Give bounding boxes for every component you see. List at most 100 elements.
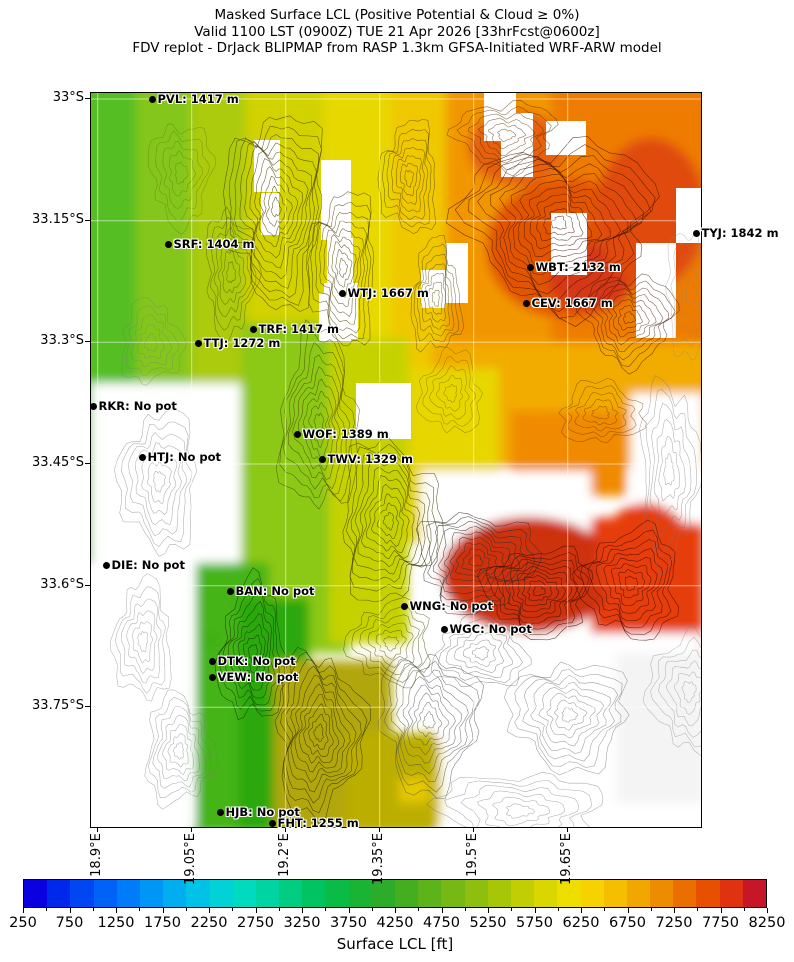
station-marker-TTJ — [194, 339, 202, 347]
station-label-WOF: WOF: 1389 m — [302, 426, 389, 441]
colorbar-tick-label: 8250 — [748, 915, 786, 931]
colorbar-tick-label: 2250 — [190, 915, 228, 931]
station-marker-WTJ — [338, 289, 346, 297]
colorbar-cell — [696, 880, 720, 907]
station-marker-TRF — [249, 325, 257, 333]
colorbar-cell — [395, 880, 419, 907]
colorbar-minor-tick — [650, 908, 652, 911]
colorbar-tick-label: 2750 — [237, 915, 274, 931]
colorbar-cell — [139, 880, 164, 907]
station-marker-RKR — [89, 402, 97, 410]
x-tick-label: 19.35°E — [370, 833, 386, 885]
colorbar-cell — [232, 880, 256, 907]
colorbar-cell — [418, 880, 442, 907]
colorbar-cell — [163, 880, 187, 907]
station-marker-WGC — [440, 625, 448, 633]
colorbar-tick-mark — [488, 908, 489, 913]
colorbar-tick-label: 6250 — [562, 915, 600, 931]
station-marker-HTJ — [138, 453, 146, 461]
y-tick-label: 33.45°S — [32, 455, 84, 470]
title-line-3: FDV replot - DrJack BLIPMAP from RASP 1.… — [132, 40, 662, 56]
colorbar-tick-label: 7750 — [702, 915, 739, 931]
station-label-RKR: RKR: No pot — [98, 398, 177, 413]
colorbar-cell — [650, 880, 674, 907]
figure-title: Masked Surface LCL (Positive Potential &… — [0, 7, 794, 57]
station-label-WBT: WBT: 2132 m — [535, 259, 621, 274]
station-label-WNG: WNG: No pot — [409, 598, 494, 613]
colorbar-cell — [24, 880, 48, 907]
title-line-2: Valid 1100 LST (0900Z) TUE 21 Apr 2026 [… — [194, 23, 600, 40]
station-label-SRF: SRF: 1404 m — [173, 236, 255, 251]
colorbar-cell — [371, 880, 395, 907]
station-label-WTJ: WTJ: 1667 m — [347, 285, 429, 300]
graticule — [91, 93, 701, 827]
y-tick-label: 33.3°S — [40, 333, 84, 349]
station-marker-SRF — [164, 240, 172, 248]
x-tick-mark — [472, 827, 474, 832]
station-label-TTJ: TTJ: 1272 m — [203, 335, 281, 350]
colorbar-cell — [464, 880, 488, 907]
colorbar-tick-label: 1750 — [144, 915, 181, 931]
y-tick-label: 33.15°S — [32, 211, 84, 227]
station-label-WGC: WGC: No pot — [449, 621, 532, 636]
station-label-TRF: TRF: 1417 m — [258, 321, 340, 336]
colorbar-tick-label: 250 — [9, 915, 37, 931]
colorbar-minor-tick — [278, 908, 280, 911]
colorbar-minor-tick — [464, 908, 466, 911]
x-tick-label: 19.5°E — [464, 833, 480, 877]
station-marker-WOF — [293, 430, 301, 438]
colorbar-cell — [348, 880, 372, 907]
colorbar-tick-mark — [23, 908, 24, 913]
x-tick-label: 19.2°E — [276, 833, 292, 877]
x-tick-label: 19.65°E — [558, 833, 574, 885]
colorbar-cell — [534, 880, 558, 907]
colorbar-minor-tick — [418, 908, 420, 911]
colorbar-tick-mark — [69, 908, 71, 913]
colorbar-cell — [487, 880, 511, 907]
colorbar-tick-label: 7250 — [655, 915, 693, 931]
colorbar — [23, 879, 767, 908]
station-label-DTK: DTK: No pot — [217, 653, 296, 668]
station-marker-BAN — [226, 587, 234, 595]
colorbar-cell — [279, 880, 303, 907]
colorbar-tick-mark — [395, 908, 396, 913]
colorbar-tick-label: 5250 — [469, 915, 507, 931]
station-label-TWV: TWV: 1329 m — [327, 451, 414, 466]
colorbar-cell — [47, 880, 71, 907]
colorbar-tick-mark — [162, 908, 164, 913]
colorbar-cell — [255, 880, 280, 907]
colorbar-tick-label: 5750 — [516, 915, 553, 931]
colorbar-tick-mark — [720, 908, 722, 913]
colorbar-minor-tick — [232, 908, 234, 911]
y-tick-mark — [85, 341, 90, 343]
station-label-CEV: CEV: 1667 m — [531, 295, 613, 310]
colorbar-cell — [116, 880, 140, 907]
station-marker-TYJ — [692, 229, 700, 237]
y-tick-mark — [85, 706, 90, 708]
station-marker-VEW — [208, 673, 216, 681]
colorbar-minor-tick — [139, 908, 141, 911]
colorbar-tick-label: 1250 — [97, 915, 135, 931]
colorbar-tick-mark — [627, 908, 629, 913]
colorbar-cell — [557, 880, 581, 907]
colorbar-minor-tick — [697, 908, 699, 911]
colorbar-cell — [719, 880, 743, 907]
colorbar-minor-tick — [604, 908, 606, 911]
colorbar-minor-tick — [557, 908, 559, 911]
station-marker-PVL — [148, 95, 156, 103]
y-tick-mark — [85, 584, 90, 586]
y-tick-mark — [85, 219, 90, 221]
x-tick-mark — [190, 827, 192, 832]
colorbar-tick-label: 3250 — [283, 915, 321, 931]
station-marker-WBT — [526, 263, 534, 271]
title-line-1: Masked Surface LCL (Positive Potential &… — [214, 7, 580, 23]
colorbar-label: Surface LCL [ft] — [336, 935, 454, 953]
terrain-contour-map — [91, 93, 701, 827]
x-tick-mark — [96, 827, 98, 832]
station-label-PVL: PVL: 1417 m — [157, 91, 239, 106]
colorbar-tick-mark — [255, 908, 257, 913]
station-marker-TWV — [318, 455, 326, 463]
x-tick-mark — [566, 827, 568, 832]
colorbar-tick-mark — [348, 908, 350, 913]
station-marker-HJB — [216, 808, 224, 816]
